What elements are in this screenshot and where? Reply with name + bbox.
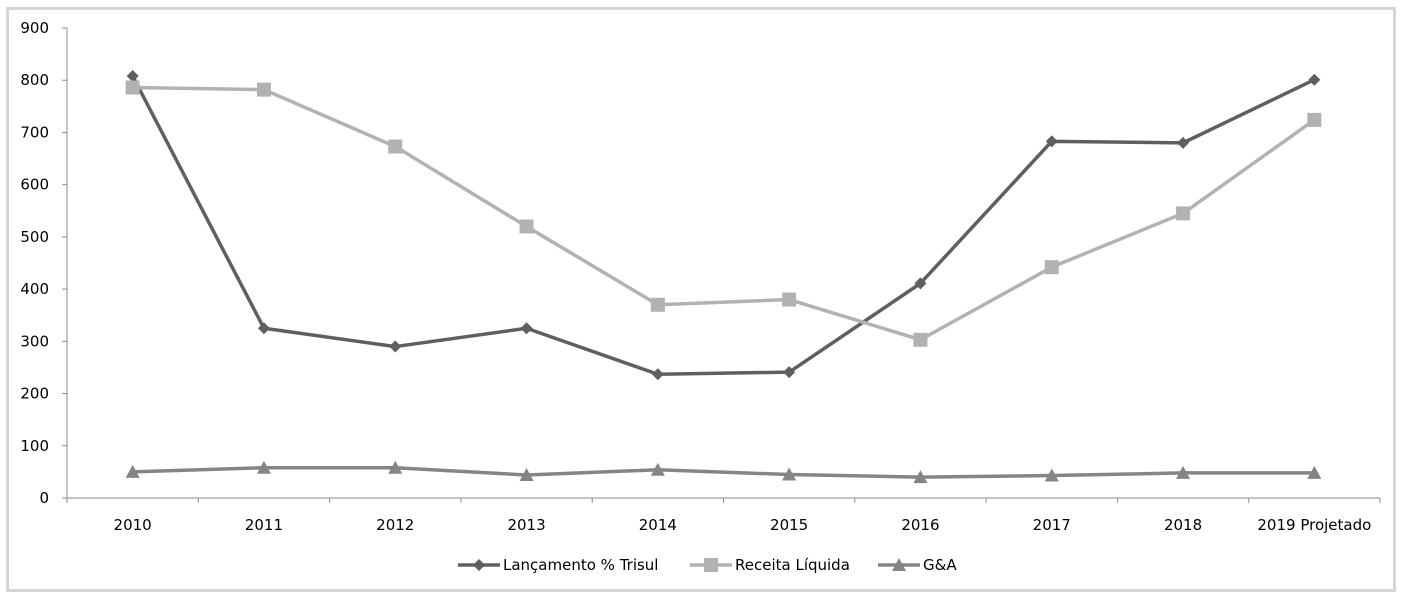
data-point — [257, 322, 270, 335]
data-point — [256, 82, 271, 97]
data-point — [782, 467, 797, 481]
y-tick-label: 300 — [20, 332, 49, 350]
legend-label: Lançamento % Trisul — [503, 556, 658, 574]
chart-frame — [6, 7, 1396, 592]
data-point — [650, 297, 665, 312]
series-1 — [125, 80, 1322, 347]
data-point — [125, 464, 140, 478]
x-tick-label: 2017 — [1033, 516, 1071, 534]
data-point — [650, 462, 665, 476]
data-point — [388, 460, 403, 474]
legend-label: Receita Líquida — [735, 556, 850, 574]
data-point — [519, 468, 534, 482]
x-tick-label: 2013 — [507, 516, 545, 534]
data-point — [1308, 73, 1321, 86]
y-tick-label: 400 — [20, 280, 49, 298]
legend-item-1: Receita Líquida — [690, 556, 850, 574]
legend-swatch-marker — [704, 558, 718, 572]
data-point — [519, 219, 534, 234]
y-tick-label: 900 — [20, 19, 49, 37]
data-point — [125, 80, 140, 95]
data-point — [783, 366, 796, 379]
data-point — [388, 139, 403, 154]
y-tick-label: 200 — [20, 385, 49, 403]
data-point — [1044, 260, 1059, 275]
data-point — [389, 340, 402, 353]
data-point — [1177, 136, 1190, 149]
legend: Lançamento % Trisul Receita Líquida G&A — [458, 556, 957, 574]
x-tick-label: 2010 — [114, 516, 152, 534]
legend-swatch-marker — [892, 558, 906, 571]
x-tick-label: 2014 — [639, 516, 677, 534]
legend-item-0: Lançamento % Trisul — [458, 556, 658, 574]
x-tick-label: 2019 Projetado — [1257, 516, 1371, 534]
data-point — [1307, 465, 1322, 479]
legend-label: G&A — [923, 556, 957, 574]
x-tick-label: 2016 — [901, 516, 939, 534]
data-point — [1176, 206, 1191, 221]
data-point — [256, 460, 271, 474]
x-tick-label: 2012 — [376, 516, 414, 534]
y-tick-label: 100 — [20, 437, 49, 455]
data-point — [913, 332, 928, 347]
y-tick-label: 0 — [39, 489, 49, 507]
x-tick-label: 2015 — [770, 516, 808, 534]
data-point — [782, 292, 797, 307]
x-tick-label: 2018 — [1164, 516, 1202, 534]
y-tick-label: 600 — [20, 176, 49, 194]
axes: 0 100 200 300 400 500 600 700 800 900 2010 2011 2012… — [20, 19, 1381, 534]
x-tick-label: 2011 — [245, 516, 283, 534]
legend-item-2: G&A — [878, 556, 957, 574]
data-point — [1044, 468, 1059, 482]
y-tick-label: 800 — [20, 71, 49, 89]
series-line — [132, 85, 1316, 342]
series-2 — [125, 460, 1322, 484]
series-line — [132, 465, 1315, 479]
data-point — [914, 277, 927, 290]
series-layer — [125, 70, 1322, 484]
series-0 — [126, 70, 1321, 381]
data-point — [1045, 135, 1058, 148]
series-line — [131, 75, 1316, 376]
legend-swatch-marker — [473, 559, 485, 571]
data-point — [1176, 465, 1191, 479]
data-point — [913, 470, 928, 484]
y-tick-label: 500 — [20, 228, 49, 246]
data-point — [520, 322, 533, 335]
data-point — [1307, 112, 1322, 127]
data-point — [126, 70, 139, 83]
data-point — [651, 368, 664, 381]
y-tick-label: 700 — [20, 123, 49, 141]
